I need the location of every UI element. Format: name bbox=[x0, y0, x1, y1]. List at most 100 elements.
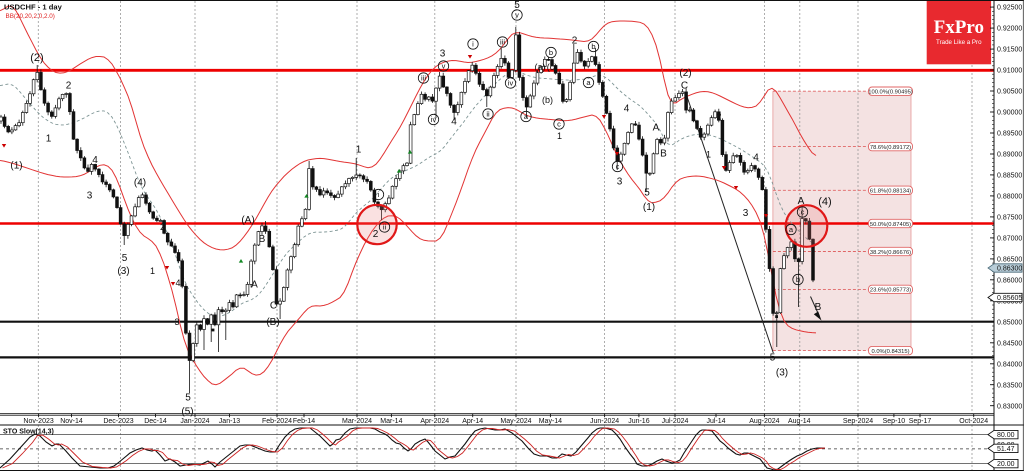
svg-text:2: 2 bbox=[373, 229, 379, 240]
svg-text:C: C bbox=[681, 81, 688, 92]
svg-text:1: 1 bbox=[46, 134, 52, 145]
svg-text:2: 2 bbox=[572, 36, 578, 47]
svg-text:FxPro: FxPro bbox=[934, 17, 984, 38]
svg-text:Feb-2024: Feb-2024 bbox=[262, 418, 292, 425]
svg-text:3: 3 bbox=[440, 49, 446, 60]
svg-text:v: v bbox=[515, 11, 519, 20]
svg-text:STO Slow(14,3): STO Slow(14,3) bbox=[3, 429, 54, 436]
svg-text:0.88000: 0.88000 bbox=[997, 194, 1022, 201]
svg-text:B: B bbox=[259, 234, 266, 245]
svg-text:23.6%(0.85773): 23.6%(0.85773) bbox=[870, 288, 911, 294]
svg-text:0.92500: 0.92500 bbox=[997, 5, 1022, 12]
svg-text:BB(20,20,2.0,2.0): BB(20,20,2.0,2.0) bbox=[6, 13, 55, 20]
svg-text:May-2024: May-2024 bbox=[500, 418, 531, 425]
svg-text:i: i bbox=[378, 190, 380, 199]
svg-text:Jul-2024: Jul-2024 bbox=[662, 418, 689, 425]
svg-text:i: i bbox=[472, 40, 474, 49]
svg-text:b: b bbox=[796, 275, 800, 284]
svg-text:A: A bbox=[251, 280, 258, 291]
svg-text:3: 3 bbox=[87, 191, 93, 202]
svg-text:61.8%(0.88134): 61.8%(0.88134) bbox=[870, 189, 911, 195]
svg-text:0.89500: 0.89500 bbox=[997, 131, 1022, 138]
svg-text:0.85000: 0.85000 bbox=[997, 319, 1022, 326]
svg-text:(5): (5) bbox=[181, 407, 193, 418]
svg-text:0.88500: 0.88500 bbox=[997, 173, 1022, 180]
svg-text:ii: ii bbox=[383, 223, 387, 232]
svg-text:A: A bbox=[798, 196, 805, 207]
svg-text:(1): (1) bbox=[643, 202, 655, 213]
svg-text:Sep-10: Sep-10 bbox=[883, 418, 906, 425]
svg-text:50.0%(0.87405): 50.0%(0.87405) bbox=[870, 222, 911, 228]
svg-text:2: 2 bbox=[716, 112, 721, 122]
svg-text:A: A bbox=[653, 123, 660, 134]
svg-text:b: b bbox=[591, 42, 595, 51]
svg-text:0.0%(0.84315): 0.0%(0.84315) bbox=[871, 349, 909, 355]
svg-text:B: B bbox=[660, 149, 667, 160]
svg-text:Trade Like a Pro: Trade Like a Pro bbox=[936, 39, 982, 46]
svg-text:0.86300: 0.86300 bbox=[997, 266, 1022, 273]
svg-text:(c): (c) bbox=[547, 62, 558, 72]
svg-text:c: c bbox=[557, 120, 561, 129]
svg-text:Apr-14: Apr-14 bbox=[462, 418, 483, 425]
svg-text:Jun-16: Jun-16 bbox=[628, 418, 650, 425]
svg-text:(3): (3) bbox=[117, 266, 129, 277]
svg-text:1: 1 bbox=[706, 150, 711, 160]
svg-text:3: 3 bbox=[617, 177, 623, 188]
svg-text:(A): (A) bbox=[241, 215, 254, 226]
svg-text:80.00: 80.00 bbox=[997, 432, 1015, 439]
svg-text:(2): (2) bbox=[679, 68, 691, 79]
svg-text:ii: ii bbox=[486, 110, 490, 119]
svg-text:(B): (B) bbox=[266, 317, 279, 328]
svg-text:Dec-2023: Dec-2023 bbox=[103, 418, 133, 425]
svg-text:0.83000: 0.83000 bbox=[997, 403, 1022, 410]
svg-text:Dec-14: Dec-14 bbox=[144, 418, 167, 425]
svg-text:0.84000: 0.84000 bbox=[997, 361, 1022, 368]
svg-text:b: b bbox=[549, 48, 553, 57]
svg-text:iv: iv bbox=[508, 79, 514, 88]
svg-text:(4): (4) bbox=[134, 178, 146, 189]
svg-text:(4): (4) bbox=[818, 196, 831, 208]
svg-text:Sep-2024: Sep-2024 bbox=[843, 418, 873, 425]
svg-text:0.87000: 0.87000 bbox=[997, 236, 1022, 243]
svg-text:2: 2 bbox=[160, 222, 165, 232]
svg-text:iii: iii bbox=[500, 38, 505, 47]
svg-text:0.90500: 0.90500 bbox=[997, 89, 1022, 96]
svg-text:0.85605: 0.85605 bbox=[997, 295, 1022, 302]
svg-text:(2): (2) bbox=[30, 52, 43, 64]
svg-text:0.87500: 0.87500 bbox=[997, 215, 1022, 222]
svg-text:Aug-14: Aug-14 bbox=[788, 418, 811, 425]
svg-text:iii: iii bbox=[421, 74, 426, 83]
svg-text:Jul-14: Jul-14 bbox=[706, 418, 725, 425]
svg-text:May-14: May-14 bbox=[539, 418, 562, 425]
svg-text:Apr-2024: Apr-2024 bbox=[420, 418, 449, 425]
svg-text:C: C bbox=[270, 301, 277, 312]
svg-text:0.92000: 0.92000 bbox=[997, 26, 1022, 33]
svg-text:Mar-14: Mar-14 bbox=[380, 418, 402, 425]
svg-text:1: 1 bbox=[557, 131, 562, 141]
svg-text:Nov-2023: Nov-2023 bbox=[23, 418, 53, 425]
svg-text:4: 4 bbox=[92, 155, 98, 166]
svg-text:B: B bbox=[815, 302, 822, 313]
svg-text:v: v bbox=[442, 62, 446, 71]
svg-text:4: 4 bbox=[624, 104, 630, 115]
svg-text:4: 4 bbox=[451, 117, 457, 128]
svg-text:3: 3 bbox=[743, 208, 749, 219]
svg-text:(b): (b) bbox=[542, 95, 553, 105]
svg-text:20.00: 20.00 bbox=[997, 461, 1015, 468]
svg-text:iv: iv bbox=[431, 115, 437, 124]
svg-text:Jan-2024: Jan-2024 bbox=[180, 418, 209, 425]
svg-text:5: 5 bbox=[185, 393, 191, 404]
svg-text:2: 2 bbox=[66, 81, 72, 92]
svg-text:a: a bbox=[586, 78, 591, 87]
svg-text:78.6%(0.89172): 78.6%(0.89172) bbox=[870, 145, 911, 151]
svg-text:100.0%(0.90495): 100.0%(0.90495) bbox=[868, 90, 913, 96]
svg-text:(3): (3) bbox=[776, 368, 788, 379]
svg-text:Feb-14: Feb-14 bbox=[293, 418, 315, 425]
svg-text:0.86500: 0.86500 bbox=[997, 257, 1022, 264]
svg-text:1: 1 bbox=[150, 266, 155, 276]
svg-text:USDCHF - 1 day: USDCHF - 1 day bbox=[4, 3, 63, 12]
svg-text:0.91000: 0.91000 bbox=[997, 68, 1022, 75]
svg-text:0.83500: 0.83500 bbox=[997, 382, 1022, 389]
svg-text:3: 3 bbox=[174, 317, 179, 327]
svg-text:1: 1 bbox=[356, 145, 362, 156]
